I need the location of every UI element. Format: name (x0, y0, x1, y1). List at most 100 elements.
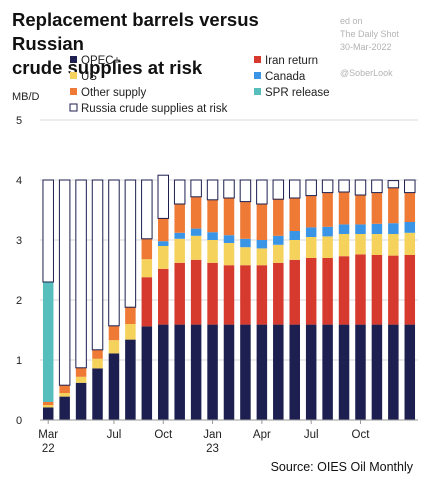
bar-segment-other (322, 192, 333, 227)
bar-segment-russia (58, 179, 71, 386)
bar-segment-us (305, 237, 317, 258)
bar-segment-russia (387, 180, 400, 189)
x-tick-sublabel: 23 (206, 443, 219, 455)
bar-segment-iran (223, 265, 235, 325)
bar-segment-opec (355, 324, 366, 420)
bar-segment-opec (75, 382, 87, 420)
bar-segment-us (223, 243, 235, 266)
chart-title: Replacement barrels versus Russian crude… (12, 8, 332, 80)
bar-segment-opec (125, 339, 136, 420)
bar-segment-us (108, 340, 120, 354)
bar-segment-opec (273, 324, 284, 420)
bar-segment-us (158, 246, 169, 269)
x-tick-label: Jul (107, 429, 122, 441)
bar-segment-other (42, 402, 54, 405)
bar-segment-canada (289, 231, 300, 240)
bar-segment-iran (240, 265, 251, 325)
bar-segment-other (92, 349, 103, 359)
bar-segment-russia (173, 179, 186, 205)
bar-segment-canada (256, 240, 268, 249)
bar-segment-canada (190, 228, 202, 236)
x-tick-label: Jul (304, 429, 319, 441)
bar-segment-other (141, 238, 153, 260)
legend-label-us: US (81, 71, 97, 83)
legend-swatch-spr (254, 88, 261, 95)
bar-segment-iran (404, 255, 416, 325)
bar-segment-russia (256, 179, 268, 205)
bar-segment-iran (190, 259, 202, 325)
bar-segment-opec (141, 326, 153, 420)
bar-segment-opec (42, 407, 54, 420)
bar-segment-canada (338, 224, 350, 234)
bar-segment-us (75, 376, 87, 383)
bar-segment-canada (355, 224, 366, 234)
bar-segment-iran (338, 256, 350, 325)
watermark-line2: The Daily Shot (340, 29, 400, 39)
bar-segment-us (322, 236, 333, 258)
bar-segment-russia (157, 174, 170, 219)
bar-segment-russia (371, 179, 383, 194)
y-tick-label: 5 (16, 115, 22, 127)
bar-segment-iran (174, 262, 185, 325)
bar-segment-russia (354, 179, 367, 196)
legend-label-canada: Canada (265, 71, 306, 83)
x-tick-sublabel: 22 (42, 443, 55, 455)
bar-segment-russia (288, 179, 301, 199)
bar-segment-canada (223, 235, 235, 243)
bar-segment-other (305, 195, 317, 228)
title-line-1: Replacement barrels versus Russian (12, 9, 259, 54)
legend-label-iran: Iran return (265, 55, 318, 67)
bar-segment-russia (108, 179, 120, 327)
bar-segment-russia (305, 179, 317, 197)
bar-segment-spr (42, 282, 54, 402)
bar-segment-other (371, 192, 383, 224)
bar-segment-iran (322, 258, 333, 325)
bar-segment-us (289, 240, 300, 260)
bar-segment-russia (404, 179, 416, 194)
bar-segment-canada (273, 235, 284, 245)
bar-segment-iran (158, 268, 169, 325)
bar-segment-us (388, 234, 399, 256)
bar-segment-other (207, 199, 218, 233)
bar-segment-opec (289, 324, 300, 420)
bar-segment-other (338, 192, 350, 225)
bar-segment-russia (272, 179, 285, 200)
bar-segment-other (240, 201, 251, 239)
bar-segment-iran (355, 254, 366, 325)
chart-source: Source: OIES Oil Monthly (270, 460, 413, 474)
legend-label-other: Other supply (81, 87, 146, 99)
bar-segment-us (59, 393, 70, 397)
bar-segment-canada (207, 232, 218, 240)
bar-segment-us (240, 247, 251, 266)
bar-segment-opec (240, 324, 251, 420)
bar-segment-us (207, 240, 218, 263)
x-tick-label: Apr (253, 429, 271, 441)
bar-segment-opec (223, 324, 235, 420)
bar-segment-russia (206, 179, 219, 201)
bar-segment-opec (256, 324, 268, 420)
watermark-handle: @SoberLook (340, 68, 393, 78)
bar-segment-us (92, 358, 103, 369)
bar-segment-opec (404, 324, 416, 420)
bar-segment-russia (239, 179, 252, 203)
bar-segment-us (141, 259, 153, 278)
bar-segment-us (125, 324, 136, 340)
bar-segment-iran (256, 265, 268, 325)
bar-segment-opec (108, 353, 120, 420)
bar-segment-opec (174, 324, 185, 420)
bar-segment-us (42, 405, 54, 408)
bar-segment-other (223, 198, 235, 236)
bar-segment-canada (388, 223, 399, 234)
watermark-line1: ed on (340, 16, 363, 26)
y-tick-label: 1 (16, 355, 22, 367)
bar-segment-other (289, 198, 300, 231)
bar-segment-canada (305, 227, 317, 237)
bar-segment-us (338, 234, 350, 257)
bar-segment-other (59, 385, 70, 393)
bar-segment-iran (388, 255, 399, 325)
y-tick-label: 2 (16, 295, 22, 307)
bar-segment-us (355, 234, 366, 255)
bar-segment-opec (322, 324, 333, 420)
